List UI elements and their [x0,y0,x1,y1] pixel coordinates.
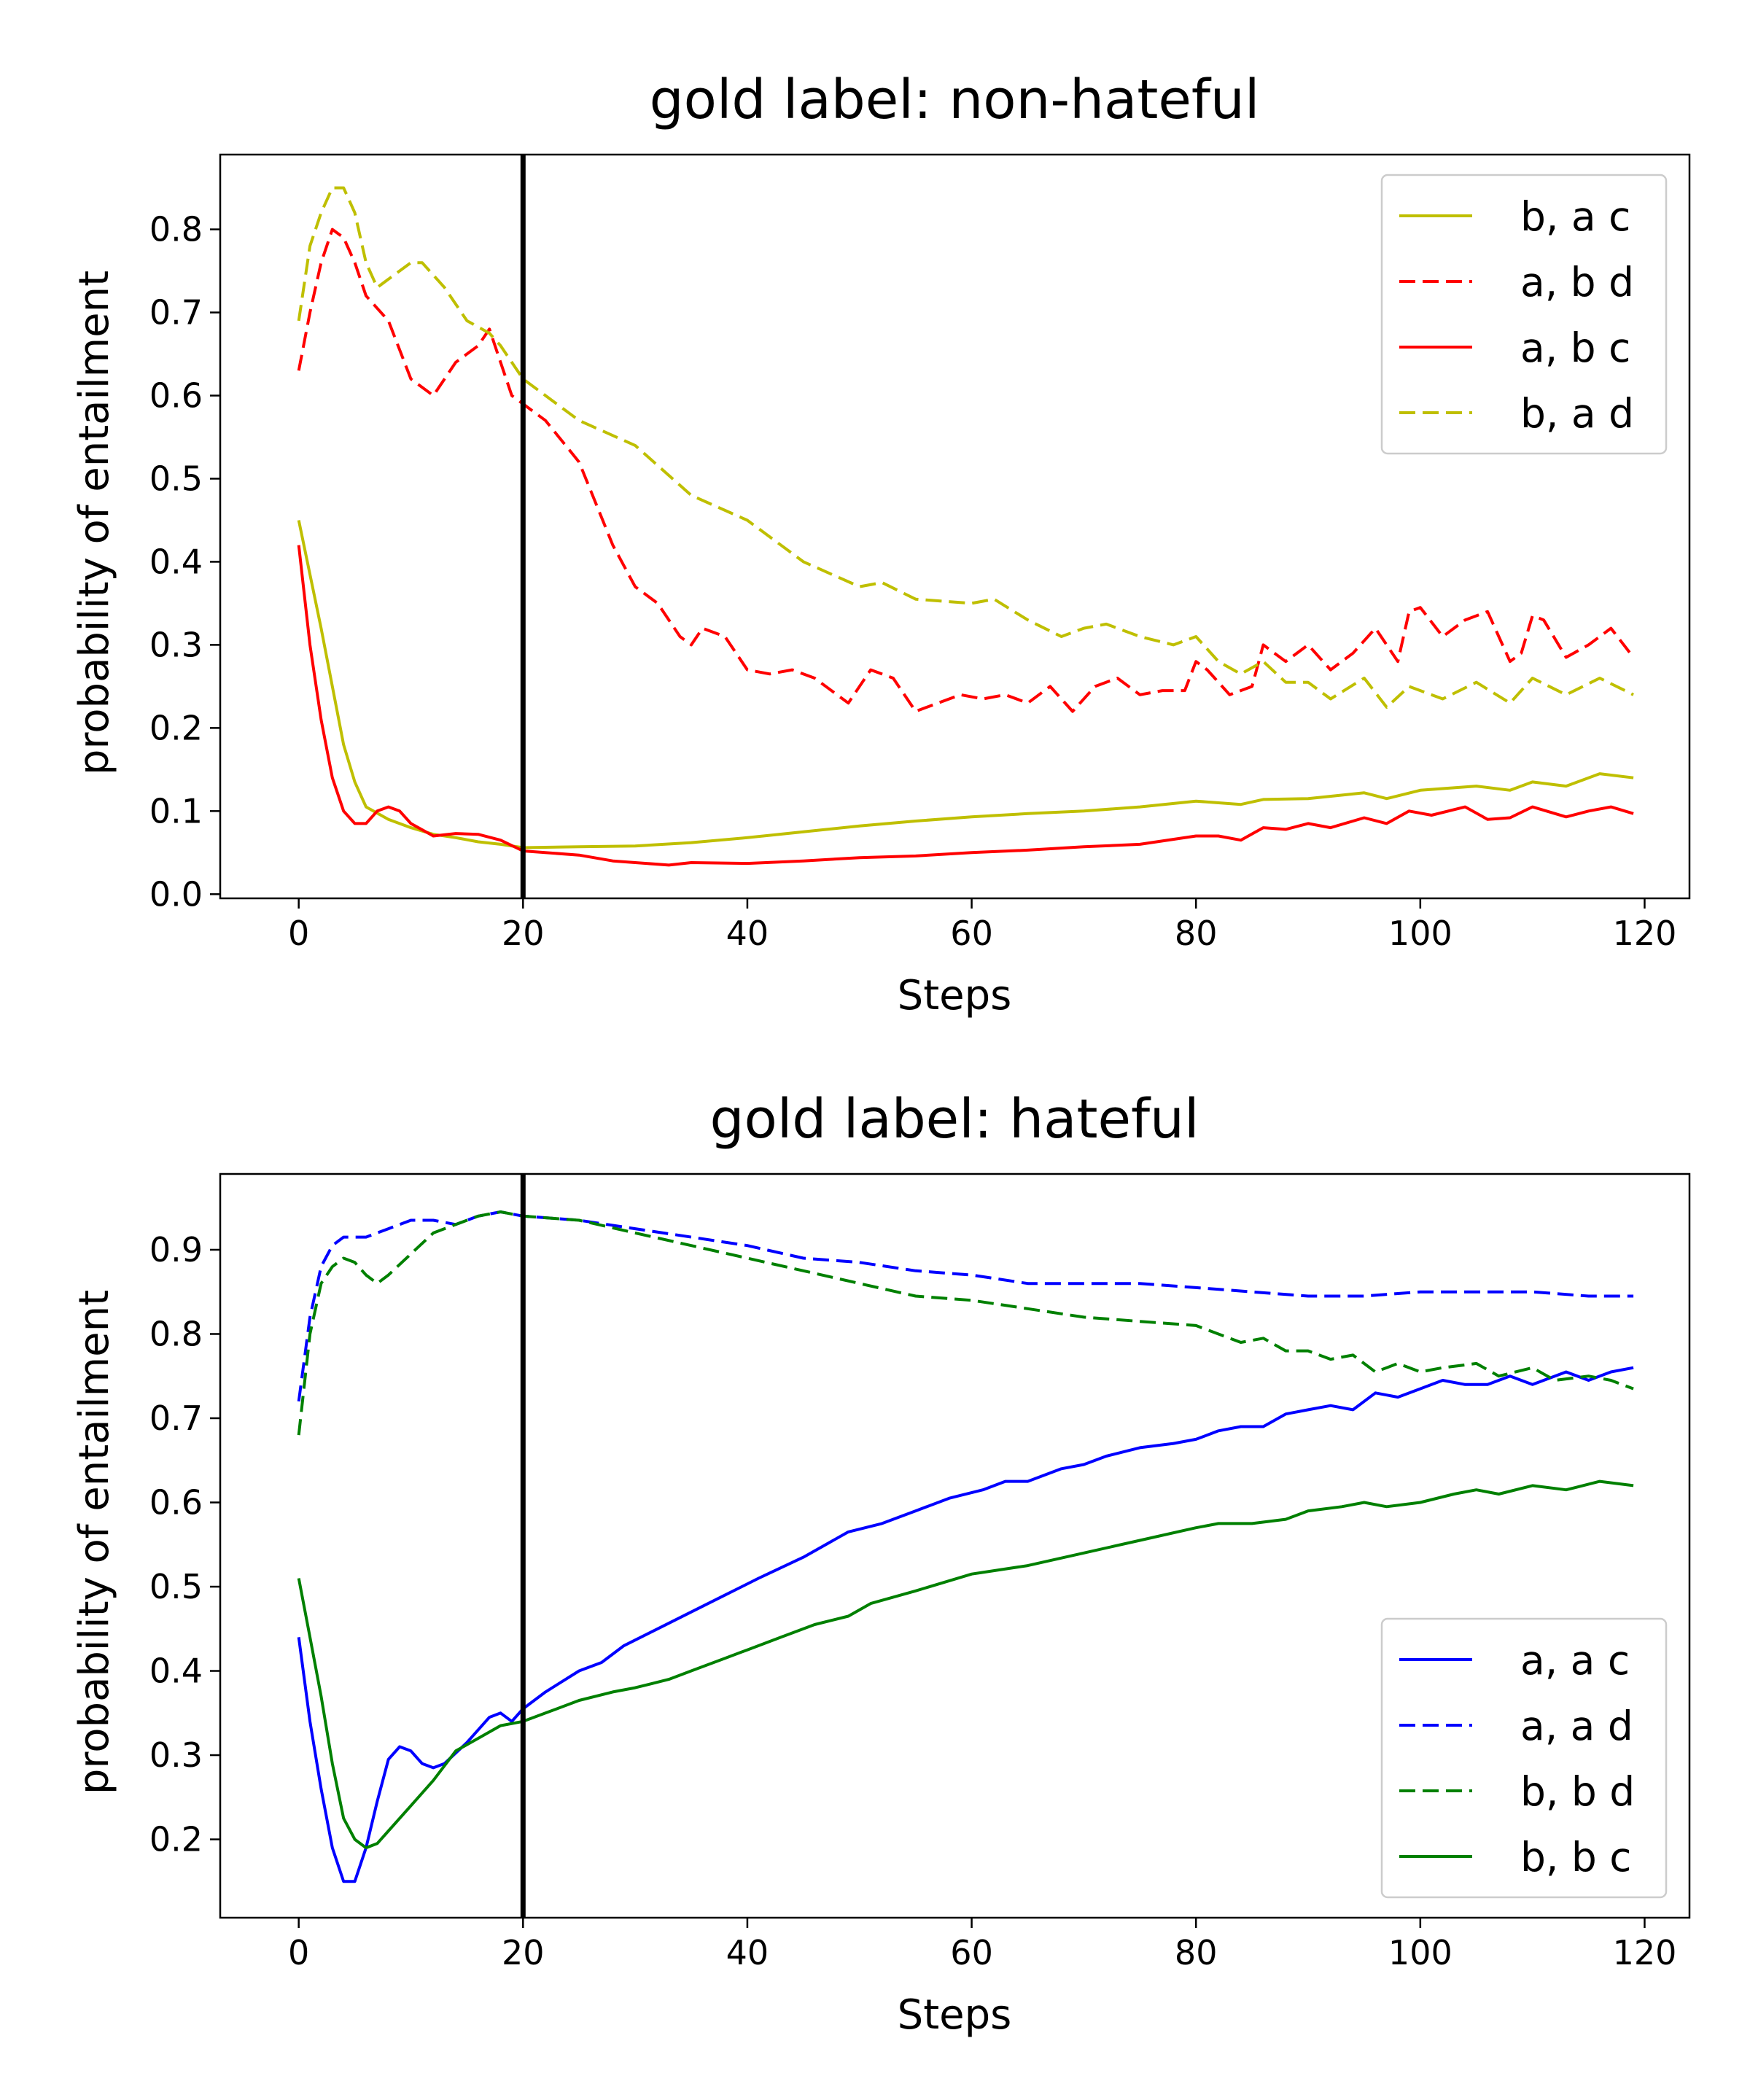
y-tick-label: 0.0 [149,874,203,914]
series-line-1 [297,1366,1634,1883]
legend: b, a c a, b d a, b c b, a d [1380,174,1668,455]
legend-label: b, a d [1520,390,1634,437]
chart-hateful: gold label: hateful Steps probability of… [71,1088,1691,2039]
x-axis-title: Steps [898,972,1012,1019]
series-layer [297,1210,1634,1883]
plot-frame [219,153,1691,900]
y-tick-label: 0.2 [149,1820,203,1859]
legend-label: a, b c [1520,324,1630,371]
legend-label: b, b d [1520,1768,1635,1815]
y-tick-label: 0.6 [149,1483,203,1522]
legend: a, a c a, a d b, b d b, b c [1380,1617,1668,1899]
x-tick-label: 0 [288,914,309,953]
x-tick-label: 40 [726,914,769,953]
y-tick-label: 0.7 [149,293,203,332]
y-tick-label: 0.5 [149,1567,203,1606]
x-tick-label: 60 [950,914,993,953]
legend-box [1380,174,1668,455]
axis-ticks: 0 20 40 60 80 100 120 0.2 0.3 0.4 0.5 0.6 0.7 0.8 0.9 [149,1230,1677,1972]
legend-label: a, b d [1520,259,1634,306]
x-tick-label: 120 [1613,914,1677,953]
series-line-4 [297,1479,1634,1850]
x-axis-title: Steps [898,1991,1012,2039]
axis-ticks: 0 20 40 60 80 100 120 0.0 0.1 0.2 0.3 0.4 0.5 0.6 0.7 0… [149,210,1677,953]
series-line-3 [297,545,1634,867]
series-line-1 [297,520,1634,849]
y-tick-label: 0.9 [149,1230,203,1269]
legend-label: a, a c [1520,1637,1630,1684]
x-tick-label: 80 [1175,1933,1218,1972]
y-tick-label: 0.8 [149,210,203,249]
x-tick-label: 100 [1388,914,1452,953]
y-tick-label: 0.6 [149,376,203,416]
series-layer [297,186,1635,867]
y-tick-label: 0.3 [149,1735,203,1775]
y-tick-label: 0.4 [149,1652,203,1691]
x-tick-label: 100 [1388,1933,1452,1972]
y-tick-label: 0.8 [149,1314,203,1353]
chart-title: gold label: hateful [709,1088,1199,1151]
y-tick-label: 0.1 [149,791,203,831]
series-line-3 [297,1210,1634,1436]
legend-label: b, a c [1520,193,1630,240]
chart-non-hateful: gold label: non-hateful Steps probabilit… [71,69,1691,1019]
series-line-2 [297,1210,1634,1402]
x-tick-label: 40 [726,1933,769,1972]
chart-title: gold label: non-hateful [650,69,1260,131]
plot-frame [219,1172,1691,1919]
series-line-4 [297,186,1634,709]
y-tick-label: 0.7 [149,1399,203,1438]
x-tick-label: 80 [1175,914,1218,953]
y-axis-title: probability of entailment [71,1290,118,1794]
series-line-2 [297,228,1635,713]
legend-label: b, b c [1520,1834,1632,1881]
y-tick-label: 0.4 [149,542,203,581]
y-tick-label: 0.5 [149,459,203,498]
x-tick-label: 20 [502,914,545,953]
y-tick-label: 0.2 [149,708,203,747]
x-tick-label: 120 [1613,1933,1677,1972]
y-tick-label: 0.3 [149,625,203,664]
legend-box [1380,1617,1668,1899]
y-axis-title: probability of entailment [71,271,118,775]
x-tick-label: 20 [502,1933,545,1972]
x-tick-label: 0 [288,1933,309,1972]
x-tick-label: 60 [950,1933,993,1972]
legend-label: a, a d [1520,1703,1633,1749]
